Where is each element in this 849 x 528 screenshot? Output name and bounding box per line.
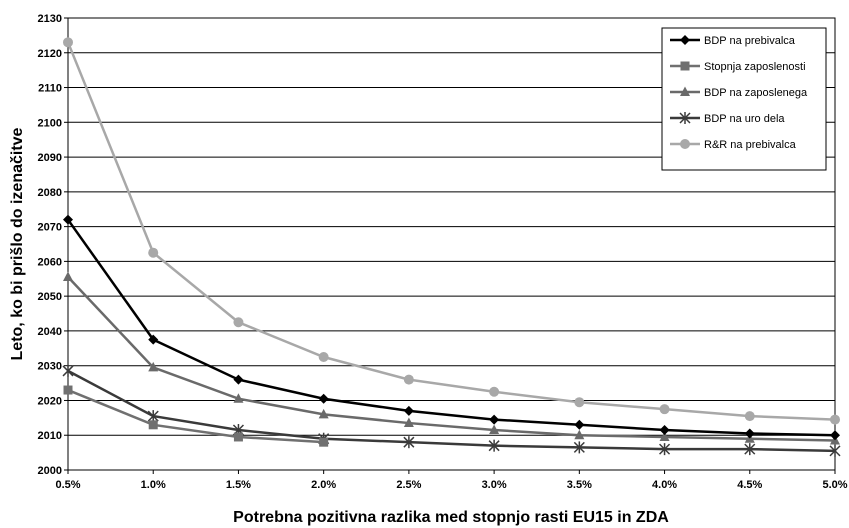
y-tick-label: 2060 (38, 256, 62, 268)
legend-item: BDP na prebivalca (670, 35, 796, 47)
data-point (489, 386, 500, 397)
data-point (319, 437, 329, 447)
data-point (318, 408, 329, 419)
data-point (63, 214, 73, 225)
legend: BDP na prebivalca Stopnja zaposlenosti BDP… (661, 27, 827, 171)
y-tick-label: 2030 (38, 361, 62, 373)
series-line (67, 388, 324, 444)
legend-marker (680, 86, 690, 96)
y-tick-label: 2000 (38, 465, 62, 477)
series-line (66, 218, 836, 437)
data-point (829, 444, 841, 457)
legend-marker (679, 112, 691, 124)
legend-item: BDP na uro dela (670, 112, 785, 125)
data-point (318, 352, 329, 362)
data-point (62, 364, 74, 377)
x-tick-label: 1.5% (226, 479, 251, 491)
data-point (659, 431, 670, 441)
series-bdp-na-prebivalca (63, 214, 840, 441)
series-bdp-na-zaposlenega (63, 271, 840, 445)
y-tick-label: 2020 (38, 395, 62, 407)
data-point (488, 439, 500, 452)
legend-item: R&R na prebivalca (670, 139, 797, 151)
data-point (574, 419, 585, 430)
data-point (63, 37, 73, 48)
x-tick-labels: 0.5% 1.0% 1.5% 2.0% 2.5% 3.0% 3.5% 4.0% 4.5% 5.0% (55, 479, 847, 491)
data-point (574, 429, 585, 440)
legend-marker (680, 61, 690, 71)
legend-label: Stopnja zaposlenosti (704, 61, 806, 73)
data-point (830, 430, 840, 441)
series-r-r-na-prebivalca (63, 37, 840, 425)
data-point (148, 247, 159, 258)
x-tick-label: 2.0% (311, 479, 336, 491)
y-tick-label: 2130 (38, 13, 62, 25)
data-point (744, 443, 756, 456)
y-tick-label: 2090 (38, 152, 62, 164)
data-point (659, 425, 670, 436)
data-point (830, 414, 840, 425)
series-line (67, 276, 836, 442)
series-line (67, 369, 836, 453)
legend-item: Stopnja zaposlenosti (670, 61, 806, 73)
y-tick-label: 2040 (38, 326, 62, 338)
y-tick-label: 2050 (38, 291, 62, 303)
data-point (63, 385, 73, 395)
data-point (574, 397, 585, 408)
data-point (403, 374, 414, 385)
data-point (489, 424, 500, 435)
data-point (147, 410, 159, 423)
x-tick-label: 2.5% (396, 479, 421, 491)
series-stopnja-zaposlenosti (63, 385, 329, 447)
data-point (573, 441, 585, 454)
y-tick-label: 2110 (38, 83, 62, 95)
series-line (66, 41, 836, 421)
series-lines (62, 37, 841, 457)
x-tick-label: 3.0% (482, 479, 507, 491)
y-tick-label: 2070 (38, 222, 62, 234)
series-bdp-na-uro-dela (62, 364, 841, 457)
data-point (148, 420, 158, 430)
data-point (659, 443, 671, 456)
y-axis-title: Leto, ko bi prišlo do izenačitve (9, 127, 26, 360)
y-tick-label: 2010 (38, 430, 62, 442)
data-point (318, 393, 329, 404)
data-point (63, 271, 73, 282)
data-point (659, 404, 670, 415)
legend-item: BDP na zaposlenega (670, 86, 808, 99)
data-point (233, 432, 243, 442)
data-point (403, 417, 414, 428)
x-tick-label: 0.5% (55, 479, 80, 491)
legend-label: BDP na prebivalca (704, 35, 796, 47)
data-point (489, 414, 500, 425)
legend-label: BDP na zaposlenega (704, 87, 808, 99)
legend-label: BDP na uro dela (704, 113, 785, 125)
x-axis-title: Potrebna pozitivna razlika med stopnjo r… (233, 509, 669, 526)
y-tick-label: 2080 (38, 187, 62, 199)
data-point (744, 411, 755, 422)
y-tick-label: 2120 (38, 48, 62, 60)
data-point (744, 428, 755, 439)
y-tick-label: 2100 (38, 117, 62, 129)
data-point (233, 374, 244, 385)
data-point (148, 361, 159, 372)
x-tick-label: 1.0% (141, 479, 166, 491)
legend-marker (680, 35, 690, 45)
legend-marker (680, 139, 690, 149)
data-point (233, 317, 244, 328)
data-point (148, 334, 159, 345)
legend-label: R&R na prebivalca (704, 139, 797, 151)
x-tick-label: 5.0% (822, 479, 847, 491)
x-tick-label: 4.5% (737, 479, 762, 491)
x-tick-label: 4.0% (652, 479, 677, 491)
plot-frame (67, 17, 836, 471)
data-point (403, 405, 414, 416)
x-tick-label: 3.5% (567, 479, 592, 491)
data-point (403, 436, 415, 449)
y-tick-labels: 2000 2010 2020 2030 2040 2050 2060 2070 2080 2090… (38, 13, 62, 477)
data-point (233, 393, 244, 403)
